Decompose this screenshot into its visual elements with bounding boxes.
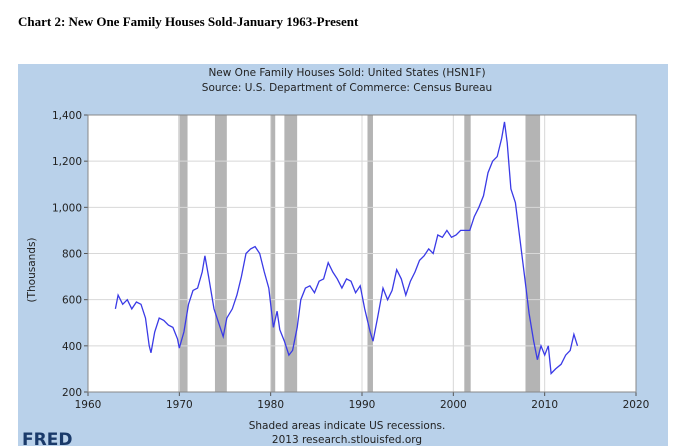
y-tick-label: 1,400 bbox=[52, 110, 82, 122]
x-tick-label: 1990 bbox=[349, 399, 376, 411]
x-tick-label: 2020 bbox=[623, 399, 650, 411]
x-tick-label: 2000 bbox=[440, 399, 467, 411]
y-axis-label: (Thousands) bbox=[26, 237, 38, 302]
x-tick-label: 1980 bbox=[257, 399, 284, 411]
y-tick-label: 600 bbox=[62, 295, 82, 307]
chart-subtitle: Source: U.S. Department of Commerce: Cen… bbox=[202, 82, 492, 94]
note: Shaded areas indicate US recessions. bbox=[249, 420, 446, 432]
plot: 200 400 600 800 1,000 1,200 1,400 1960 1970 1980 1… bbox=[52, 110, 649, 411]
y-tick-label: 1,200 bbox=[52, 156, 82, 168]
logo: FRED bbox=[22, 430, 72, 446]
x-tick-label: 1960 bbox=[75, 399, 102, 411]
plot-border bbox=[87, 114, 637, 393]
x-tick-label: 1970 bbox=[166, 399, 193, 411]
page-title: Chart 2: New One Family Houses Sold-Janu… bbox=[18, 14, 359, 29]
chart-title: New One Family Houses Sold: United State… bbox=[208, 67, 485, 79]
data-line bbox=[114, 121, 579, 375]
y-tick-label: 1,000 bbox=[52, 202, 82, 214]
credit: 2013 research.stlouisfed.org bbox=[272, 434, 422, 446]
x-tick-label: 2010 bbox=[531, 399, 558, 411]
y-tick-label: 400 bbox=[62, 341, 82, 353]
y-tick-label: 200 bbox=[62, 387, 82, 399]
y-tick-label: 800 bbox=[62, 249, 82, 261]
